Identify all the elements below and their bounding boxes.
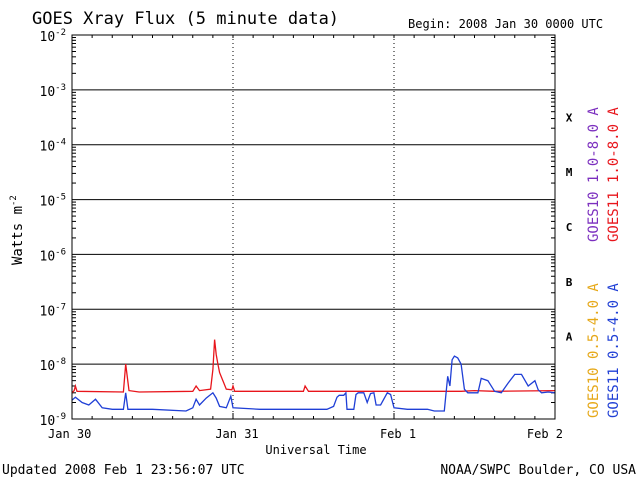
y-tick-label: 10-7	[40, 302, 67, 319]
plot-frame	[71, 34, 556, 420]
x-tick-label: Feb 1	[380, 427, 416, 441]
legend: GOES10 1.0-8.0 A GOES11 1.0-8.0 A GOES10 0…	[586, 107, 622, 418]
flare-class-b: B	[566, 276, 573, 289]
legend-label: GOES10 1.0-8.0 A	[586, 107, 602, 242]
legend-entry: GOES10 0.5-4.0 A	[586, 283, 602, 418]
series-line-goes11-long	[71, 339, 556, 394]
y-axis-label: Watts m-2	[9, 195, 26, 265]
legend-entry: GOES11 1.0-8.0 A	[606, 107, 622, 242]
plot-grid	[72, 35, 555, 419]
series-layer	[71, 339, 556, 412]
flare-class-x: X	[566, 111, 573, 124]
chart-title: GOES Xray Flux (5 minute data)	[32, 9, 339, 29]
flare-class-labels: X M C B A	[566, 111, 573, 343]
x-tick-label: Jan 31	[215, 427, 258, 441]
flare-class-a: A	[566, 331, 573, 344]
credit: NOAA/SWPC Boulder, CO USA	[440, 463, 636, 478]
y-tick-label: 10-2	[40, 28, 67, 45]
y-axis: 10-2 10-3 10-4 10-5 10-6 10-7 10-8 10-9	[40, 28, 555, 429]
svg-text:Watts m-2: Watts m-2	[9, 195, 26, 265]
y-tick-label: 10-6	[40, 247, 67, 264]
flare-class-c: C	[566, 221, 573, 234]
x-axis-label: Universal Time	[265, 443, 366, 457]
series-line-goes11-short	[71, 355, 556, 412]
legend-entry: GOES11 0.5-4.0 A	[606, 283, 622, 418]
y-tick-label: 10-3	[40, 83, 67, 100]
y-tick-label: 10-5	[40, 193, 67, 210]
x-tick-label: Jan 30	[48, 427, 91, 441]
begin-time: Begin: 2008 Jan 30 0000 UTC	[408, 17, 603, 31]
legend-label: GOES11 1.0-8.0 A	[606, 107, 622, 242]
x-tick-label: Feb 2	[527, 427, 563, 441]
y-axis-label-text: Watts m	[10, 206, 26, 265]
legend-entry: GOES10 1.0-8.0 A	[586, 107, 602, 242]
y-tick-label: 10-8	[40, 357, 67, 374]
updated-time: Updated 2008 Feb 1 23:56:07 UTC	[2, 463, 245, 478]
legend-label: GOES10 0.5-4.0 A	[586, 283, 602, 418]
y-axis-label-exponent: -2	[9, 195, 19, 206]
y-tick-label: 10-9	[40, 412, 67, 429]
legend-label: GOES11 0.5-4.0 A	[606, 283, 622, 418]
y-tick-label: 10-4	[40, 138, 67, 155]
flare-class-m: M	[566, 166, 573, 179]
